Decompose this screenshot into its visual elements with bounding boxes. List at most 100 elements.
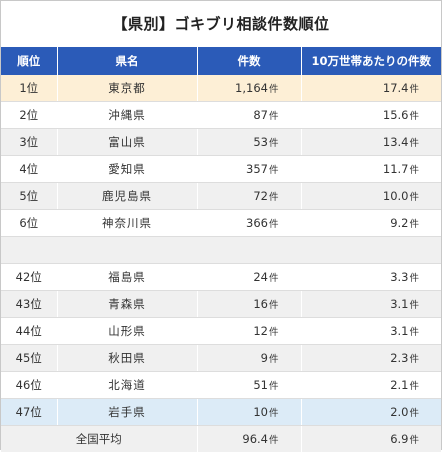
per100k-cell-value: 17.4 xyxy=(383,81,409,95)
unit-label: 件 xyxy=(409,327,419,338)
rank-cell: 42位 xyxy=(1,264,57,291)
per100k-cell: 3.1件 xyxy=(301,291,441,318)
count-cell-value: 24 xyxy=(253,270,268,284)
per100k-cell: 3.3件 xyxy=(301,264,441,291)
per100k-cell-value: 2.0 xyxy=(390,405,408,419)
unit-label: 件 xyxy=(269,381,279,392)
count-cell-value: 10 xyxy=(253,405,268,419)
prefecture-cell: 沖縄県 xyxy=(57,102,197,129)
prefecture-cell-value: 鹿児島県 xyxy=(102,189,152,203)
prefecture-cell-value: 山形県 xyxy=(108,324,146,338)
count-cell: 87件 xyxy=(197,102,301,129)
count-cell-value: 366 xyxy=(246,216,268,230)
rank-cell: 44位 xyxy=(1,318,57,345)
average-label: 全国平均 xyxy=(1,426,197,452)
count-cell: 16件 xyxy=(197,291,301,318)
unit-label: 件 xyxy=(269,84,279,95)
count-cell: 51件 xyxy=(197,372,301,399)
unit-label: 件 xyxy=(409,435,419,446)
per100k-cell-value: 3.1 xyxy=(390,324,408,338)
count-cell: 12件 xyxy=(197,318,301,345)
unit-label: 件 xyxy=(269,138,279,149)
table-gap-row xyxy=(1,237,441,264)
prefecture-cell: 秋田県 xyxy=(57,345,197,372)
rank-cell-value: 2位 xyxy=(19,108,38,122)
count-cell-value: 12 xyxy=(253,324,268,338)
prefecture-cell-value: 神奈川県 xyxy=(102,216,152,230)
average-count-cell: 96.4件 xyxy=(197,426,301,452)
rank-cell: 6位 xyxy=(1,210,57,237)
unit-label: 件 xyxy=(269,192,279,203)
header-count: 件数 xyxy=(197,47,301,75)
count-cell: 10件 xyxy=(197,399,301,426)
prefecture-cell-value: 岩手県 xyxy=(108,405,146,419)
unit-label: 件 xyxy=(409,192,419,203)
count-cell-value: 51 xyxy=(253,378,268,392)
rank-cell: 43位 xyxy=(1,291,57,318)
unit-label: 件 xyxy=(269,408,279,419)
prefecture-cell-value: 東京都 xyxy=(108,81,146,95)
prefecture-cell: 福島県 xyxy=(57,264,197,291)
count-cell-value: 1,164 xyxy=(235,81,268,95)
per100k-cell-value: 3.3 xyxy=(390,270,408,284)
page-title: 【県別】ゴキブリ相談件数順位 xyxy=(1,1,441,47)
rank-cell: 4位 xyxy=(1,156,57,183)
header-per100k: 10万世帯あたりの件数 xyxy=(301,47,441,75)
prefecture-cell-value: 富山県 xyxy=(108,135,146,149)
per100k-cell-value: 9.2 xyxy=(390,216,408,230)
unit-label: 件 xyxy=(269,354,279,365)
prefecture-cell: 愛知県 xyxy=(57,156,197,183)
header-prefecture: 県名 xyxy=(57,47,197,75)
average-per100k-cell-value: 6.9 xyxy=(390,432,408,446)
header-rank: 順位 xyxy=(1,47,57,75)
count-cell-value: 357 xyxy=(246,162,268,176)
unit-label: 件 xyxy=(269,327,279,338)
unit-label: 件 xyxy=(269,300,279,311)
count-cell: 9件 xyxy=(197,345,301,372)
per100k-cell-value: 2.1 xyxy=(390,378,408,392)
rank-cell-value: 46位 xyxy=(16,378,42,392)
unit-label: 件 xyxy=(269,435,279,446)
per100k-cell: 10.0件 xyxy=(301,183,441,210)
rank-cell-value: 3位 xyxy=(19,135,38,149)
unit-label: 件 xyxy=(269,273,279,284)
rank-cell: 47位 xyxy=(1,399,57,426)
rank-cell-value: 44位 xyxy=(16,324,42,338)
unit-label: 件 xyxy=(409,165,419,176)
prefecture-cell: 鹿児島県 xyxy=(57,183,197,210)
unit-label: 件 xyxy=(409,354,419,365)
per100k-cell-value: 13.4 xyxy=(383,135,409,149)
unit-label: 件 xyxy=(409,273,419,284)
count-cell: 72件 xyxy=(197,183,301,210)
unit-label: 件 xyxy=(409,138,419,149)
count-cell: 1,164件 xyxy=(197,75,301,102)
average-count-cell-value: 96.4 xyxy=(242,432,268,446)
unit-label: 件 xyxy=(409,219,419,230)
count-cell: 24件 xyxy=(197,264,301,291)
count-cell: 53件 xyxy=(197,129,301,156)
per100k-cell: 15.6件 xyxy=(301,102,441,129)
count-cell-value: 87 xyxy=(253,108,268,122)
rank-cell-value: 43位 xyxy=(16,297,42,311)
per100k-cell-value: 2.3 xyxy=(390,351,408,365)
per100k-cell: 2.0件 xyxy=(301,399,441,426)
rank-cell-value: 42位 xyxy=(16,270,42,284)
rank-cell: 1位 xyxy=(1,75,57,102)
per100k-cell: 17.4件 xyxy=(301,75,441,102)
per100k-cell-value: 10.0 xyxy=(383,189,409,203)
rank-cell: 46位 xyxy=(1,372,57,399)
per100k-cell: 2.1件 xyxy=(301,372,441,399)
prefecture-cell-value: 秋田県 xyxy=(108,351,146,365)
prefecture-cell-value: 沖縄県 xyxy=(108,108,146,122)
prefecture-cell: 北海道 xyxy=(57,372,197,399)
rank-cell-value: 4位 xyxy=(19,162,38,176)
unit-label: 件 xyxy=(269,111,279,122)
average-per100k-cell: 6.9件 xyxy=(301,426,441,452)
